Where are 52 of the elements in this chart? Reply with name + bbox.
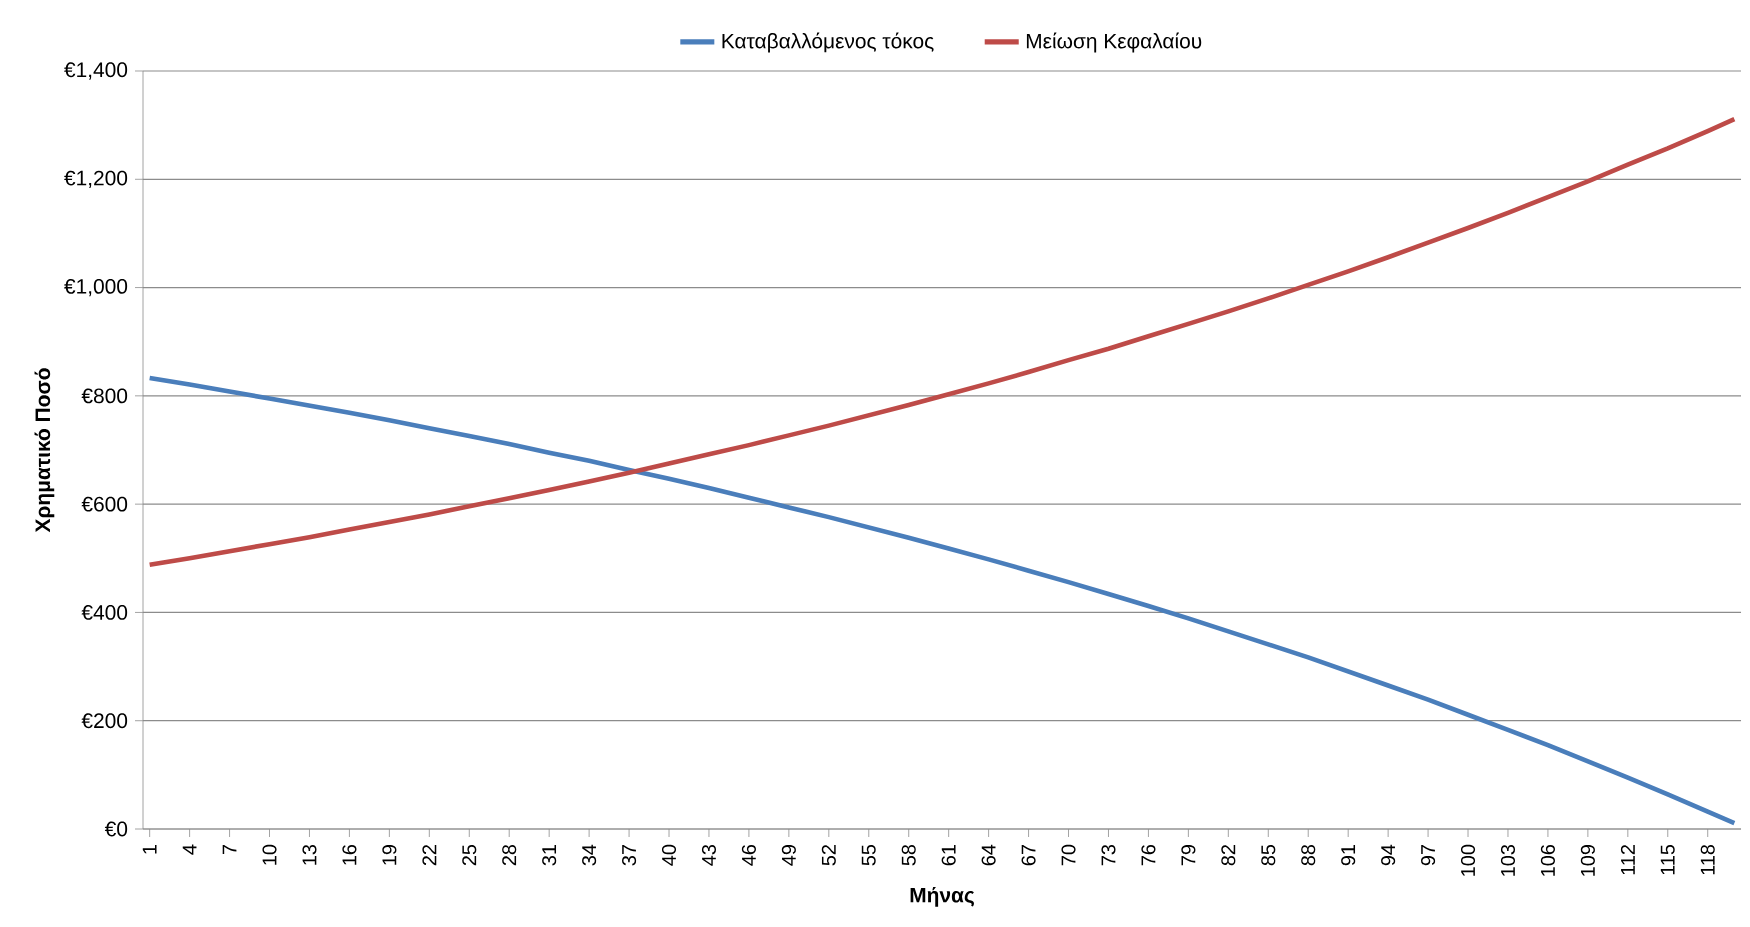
x-tick-label: 100 xyxy=(1460,844,1476,876)
y-tick-label: €400 xyxy=(81,605,128,620)
x-tick-label: 103 xyxy=(1500,844,1516,876)
x-tick-label: 118 xyxy=(1700,844,1715,875)
x-tick-label: 52 xyxy=(821,845,836,866)
y-axis-title: Χρηματικό Ποσό xyxy=(34,368,55,533)
x-tick-label: 79 xyxy=(1181,844,1196,866)
x-tick-label: 73 xyxy=(1101,844,1116,866)
x-tick-label: 46 xyxy=(741,844,756,866)
x-tick-label: 7 xyxy=(222,845,237,855)
x-tick-label: 22 xyxy=(422,845,437,866)
x-tick-label: 34 xyxy=(582,844,597,866)
x-tick-label: 58 xyxy=(901,844,916,866)
x-tick-label: 19 xyxy=(382,844,397,865)
x-tick-label: 55 xyxy=(861,844,876,866)
x-tick-label: 115 xyxy=(1660,844,1675,875)
y-tick-label: €1,400 xyxy=(64,62,128,80)
x-tick-label: 16 xyxy=(342,844,357,865)
x-axis-title: Μήνας xyxy=(910,886,974,907)
x-tick-label: 106 xyxy=(1540,844,1555,876)
x-tick-label: 25 xyxy=(462,844,477,866)
y-tick-label: €200 xyxy=(81,713,128,729)
x-tick-label: 13 xyxy=(302,844,317,865)
x-tick-label: 91 xyxy=(1341,845,1356,866)
x-tick-label: 37 xyxy=(622,845,637,866)
x-tick-label: 85 xyxy=(1261,844,1276,866)
x-tick-label: 94 xyxy=(1381,844,1396,866)
x-tick-label: 49 xyxy=(781,844,796,866)
x-tick-label: 40 xyxy=(661,844,677,866)
y-tick-label: €1,000 xyxy=(64,278,128,297)
y-tick-label: €0 xyxy=(104,821,128,837)
x-tick-label: 31 xyxy=(542,845,557,866)
x-tick-label: 97 xyxy=(1421,845,1436,866)
legend-label: Καταβαλλόμενος τόκος xyxy=(722,32,934,53)
x-tick-label: 28 xyxy=(502,844,517,866)
x-tick-label: 112 xyxy=(1620,845,1635,875)
x-tick-label: 70 xyxy=(1061,844,1076,866)
x-tick-label: 4 xyxy=(182,844,197,855)
y-tick-label: €600 xyxy=(81,496,128,512)
x-tick-label: 88 xyxy=(1301,844,1316,866)
legend-label: Μείωση Κεφαλαίου xyxy=(1026,32,1202,53)
x-tick-label: 82 xyxy=(1221,845,1236,866)
y-tick-label: €1,200 xyxy=(64,170,128,188)
x-tick-label: 43 xyxy=(701,844,717,866)
x-tick-label: 61 xyxy=(941,845,956,866)
x-tick-label: 1 xyxy=(142,845,157,854)
x-tick-label: 64 xyxy=(981,844,996,866)
x-tick-label: 109 xyxy=(1580,844,1595,876)
x-tick-label: 10 xyxy=(262,844,277,865)
x-tick-label: 67 xyxy=(1021,845,1036,866)
y-tick-label: €800 xyxy=(81,388,128,404)
x-tick-label: 76 xyxy=(1141,844,1156,866)
